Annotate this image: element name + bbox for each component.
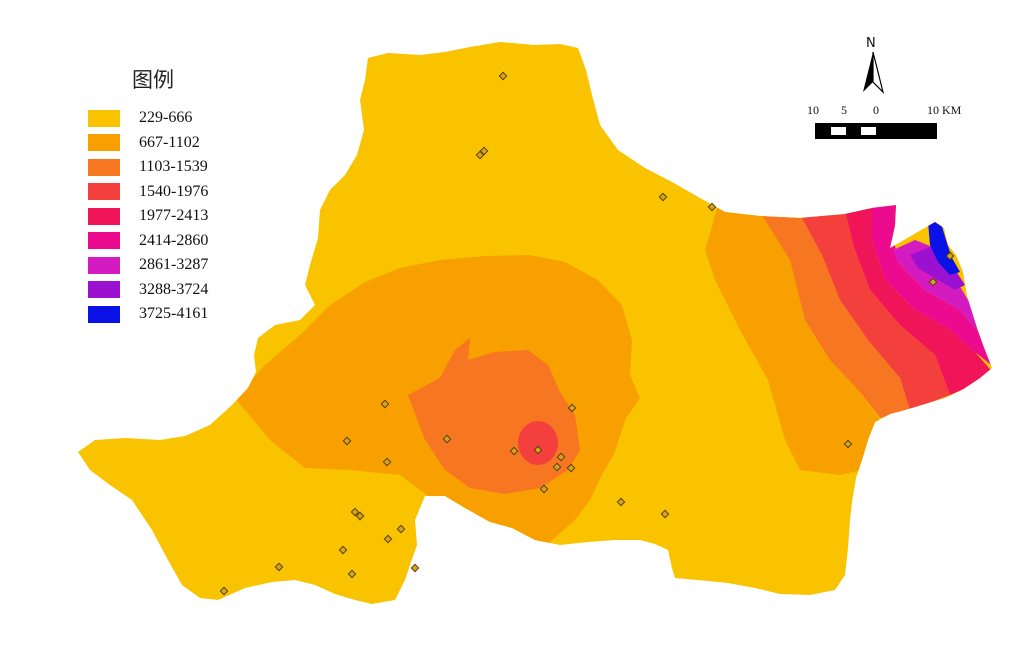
legend-item: 229-666 bbox=[88, 106, 258, 131]
legend-label: 3288-3724 bbox=[139, 280, 209, 298]
station-marker bbox=[567, 403, 577, 413]
station-marker bbox=[945, 251, 955, 261]
scale-bar-graphic bbox=[815, 123, 937, 139]
zone-east-3288-3724 bbox=[910, 245, 965, 290]
zone-east-1540-1976 bbox=[800, 212, 950, 410]
monitoring-stations bbox=[219, 71, 955, 596]
legend-title: 图例 bbox=[132, 68, 174, 92]
legend-item: 1977-2413 bbox=[88, 204, 258, 229]
scale-label: 10 KM bbox=[927, 103, 962, 117]
station-marker bbox=[533, 445, 543, 455]
legend-swatch bbox=[88, 256, 120, 274]
station-marker bbox=[219, 586, 229, 596]
north-letter: N bbox=[866, 36, 876, 51]
station-marker bbox=[382, 457, 392, 467]
legend-item: 3288-3724 bbox=[88, 278, 258, 303]
station-marker bbox=[475, 150, 485, 160]
legend-label: 3725-4161 bbox=[139, 305, 209, 323]
legend-label: 2414-2860 bbox=[139, 231, 209, 249]
zone-east-2414-2860 bbox=[872, 204, 992, 372]
station-marker bbox=[479, 146, 489, 156]
north-arrow-icon bbox=[863, 51, 885, 94]
station-marker bbox=[552, 462, 562, 472]
legend-label: 667-1102 bbox=[139, 133, 200, 151]
station-marker bbox=[509, 446, 519, 456]
scale-bar: 10 5 0 10 KM bbox=[805, 103, 965, 143]
legend-swatch bbox=[88, 207, 120, 225]
station-marker bbox=[355, 511, 365, 521]
legend-label: 1540-1976 bbox=[139, 182, 209, 200]
zone-east-1977-2413 bbox=[845, 206, 992, 395]
station-marker bbox=[396, 524, 406, 534]
legend-item: 2414-2860 bbox=[88, 229, 258, 254]
zone-east-1103-1539 bbox=[760, 212, 910, 418]
legend-swatch bbox=[88, 183, 120, 201]
station-marker bbox=[274, 562, 284, 572]
station-marker bbox=[616, 497, 626, 507]
legend-item: 667-1102 bbox=[88, 131, 258, 156]
station-marker bbox=[380, 399, 390, 409]
scale-label: 10 bbox=[807, 103, 819, 117]
station-marker bbox=[707, 202, 717, 212]
north-arrow: N bbox=[858, 36, 888, 98]
zone-east-667-1102 bbox=[705, 205, 880, 475]
station-marker bbox=[556, 452, 566, 462]
legend-item: 3725-4161 bbox=[88, 302, 258, 327]
scale-label: 5 bbox=[841, 103, 847, 117]
legend-swatch bbox=[88, 305, 120, 323]
station-marker bbox=[342, 436, 352, 446]
scale-label: 0 bbox=[873, 103, 879, 117]
station-marker bbox=[410, 563, 420, 573]
station-marker bbox=[383, 534, 393, 544]
station-marker bbox=[442, 434, 452, 444]
legend-swatch bbox=[88, 158, 120, 176]
legend-swatch bbox=[88, 134, 120, 152]
legend-label: 1103-1539 bbox=[139, 158, 208, 176]
legend-swatch bbox=[88, 109, 120, 127]
legend-label: 2861-3287 bbox=[139, 256, 209, 274]
station-marker bbox=[539, 484, 549, 494]
legend-swatch bbox=[88, 281, 120, 299]
station-marker bbox=[350, 507, 360, 517]
station-marker bbox=[928, 277, 938, 287]
legend-item: 1540-1976 bbox=[88, 180, 258, 205]
station-marker bbox=[566, 463, 576, 473]
station-marker bbox=[338, 545, 348, 555]
legend: 图例 229-666 667-1102 1103-1539 1540-1976 … bbox=[88, 64, 258, 327]
zone-central-1540-1976 bbox=[518, 421, 558, 465]
station-marker bbox=[347, 569, 357, 579]
station-marker bbox=[843, 439, 853, 449]
station-marker bbox=[498, 71, 508, 81]
station-marker bbox=[658, 192, 668, 202]
legend-item: 1103-1539 bbox=[88, 155, 258, 180]
legend-label: 1977-2413 bbox=[139, 207, 209, 225]
station-marker bbox=[660, 509, 670, 519]
legend-swatch bbox=[88, 232, 120, 250]
legend-label: 229-666 bbox=[139, 109, 193, 127]
legend-item: 2861-3287 bbox=[88, 253, 258, 278]
zone-east-3725-4161 bbox=[928, 220, 960, 275]
